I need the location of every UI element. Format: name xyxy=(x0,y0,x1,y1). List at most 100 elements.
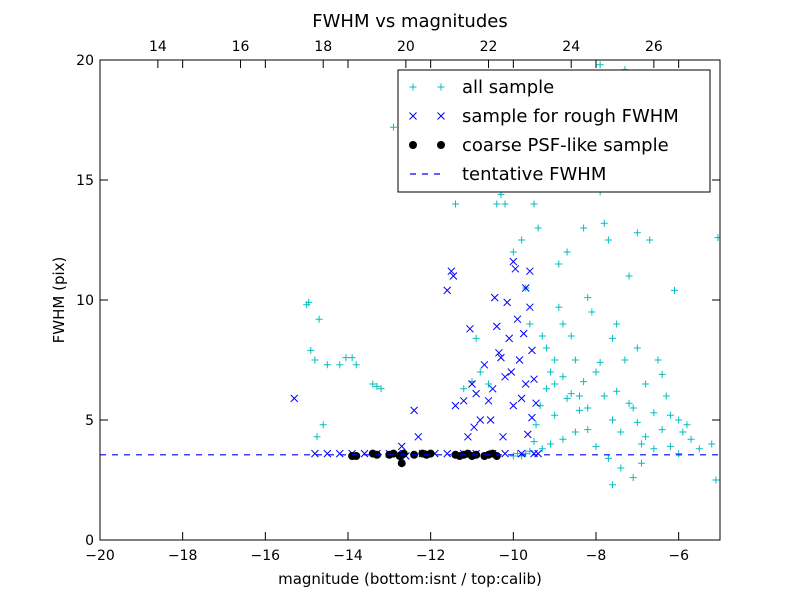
all-sample-point xyxy=(559,320,567,328)
rough-fwhm-point xyxy=(449,272,458,280)
all-sample-point xyxy=(600,219,608,227)
all-sample-point xyxy=(559,435,567,443)
series-2 xyxy=(348,449,501,468)
top-x-tick-label: 18 xyxy=(314,39,332,55)
all-sample-point xyxy=(613,387,621,395)
all-sample-point xyxy=(625,399,633,407)
rough-fwhm-point xyxy=(335,449,344,458)
all-sample-point xyxy=(563,248,571,256)
legend-label: all sample xyxy=(462,77,554,98)
all-sample-point xyxy=(629,404,637,412)
rough-fwhm-point xyxy=(464,432,472,441)
rough-fwhm-point xyxy=(534,449,542,458)
all-sample-point xyxy=(650,445,658,453)
y-tick-label: 5 xyxy=(85,413,94,429)
all-sample-point xyxy=(592,442,600,450)
rough-fwhm-point xyxy=(528,346,536,355)
psf-like-point xyxy=(397,459,406,468)
rough-fwhm-point xyxy=(503,298,511,307)
rough-fwhm-point xyxy=(532,399,540,408)
x-tick-label: −18 xyxy=(168,548,198,564)
rough-fwhm-point xyxy=(484,396,493,405)
rough-fwhm-point xyxy=(505,334,514,343)
all-sample-point xyxy=(609,334,617,342)
rough-fwhm-point xyxy=(470,423,478,432)
all-sample-point xyxy=(518,236,526,244)
rough-fwhm-point xyxy=(511,264,520,273)
rough-fwhm-point xyxy=(499,432,507,441)
x-tick-label: −6 xyxy=(668,548,689,564)
rough-fwhm-point xyxy=(495,348,503,357)
x-tick-label: −16 xyxy=(251,548,281,564)
rough-fwhm-point xyxy=(497,353,505,362)
all-sample-point xyxy=(642,380,650,388)
all-sample-point xyxy=(323,361,331,369)
all-sample-point xyxy=(621,356,629,364)
all-sample-point xyxy=(571,356,579,364)
all-sample-point xyxy=(584,426,592,434)
psf-like-point xyxy=(352,452,361,460)
x-tick-label: −20 xyxy=(85,548,115,564)
rough-fwhm-point xyxy=(443,286,452,295)
rough-fwhm-point xyxy=(480,360,489,369)
all-sample-point xyxy=(633,344,641,352)
all-sample-point xyxy=(352,361,360,369)
legend-box xyxy=(397,69,711,193)
all-sample-point xyxy=(555,260,563,268)
x-axis-label: magnitude (bottom:isnt / top:calib) xyxy=(278,570,542,588)
legend-label: coarse PSF-like sample xyxy=(462,135,669,156)
rough-fwhm-point xyxy=(517,394,526,403)
rough-fwhm-point xyxy=(509,401,518,410)
rough-fwhm-point xyxy=(476,416,485,424)
all-sample-point xyxy=(575,392,583,400)
rough-fwhm-point xyxy=(488,384,497,393)
rough-fwhm-point xyxy=(414,432,423,441)
all-sample-point xyxy=(633,418,641,426)
all-sample-point xyxy=(675,416,683,424)
all-sample-point xyxy=(617,464,625,472)
y-tick-label: 0 xyxy=(85,533,94,549)
all-sample-point xyxy=(604,454,612,462)
all-sample-point xyxy=(509,248,517,256)
all-sample-point xyxy=(526,320,534,328)
all-sample-point xyxy=(580,224,588,232)
all-sample-point xyxy=(319,421,327,429)
rough-fwhm-point xyxy=(492,322,501,331)
all-sample-point xyxy=(683,421,691,429)
rough-fwhm-point xyxy=(486,416,495,424)
rough-fwhm-point xyxy=(528,413,536,422)
all-sample-point xyxy=(592,368,600,376)
all-sample-point xyxy=(485,380,493,388)
y-axis-label: FWHM (pix) xyxy=(50,257,68,344)
all-sample-point xyxy=(609,416,617,424)
all-sample-point xyxy=(617,428,625,436)
all-sample-point xyxy=(575,406,583,414)
all-sample-point xyxy=(567,332,575,340)
all-sample-point xyxy=(609,481,617,489)
psf-like-point xyxy=(426,449,435,458)
all-sample-point xyxy=(671,286,679,294)
rough-fwhm-point xyxy=(410,406,418,415)
all-sample-point xyxy=(650,409,658,417)
legend-swatch-marker xyxy=(409,141,417,149)
rough-fwhm-point xyxy=(521,380,530,388)
rough-fwhm-point xyxy=(519,329,528,338)
all-sample-point xyxy=(695,445,703,453)
rough-fwhm-point xyxy=(447,267,456,276)
all-sample-point xyxy=(493,200,501,208)
legend-swatch-marker xyxy=(437,83,445,91)
all-sample-point xyxy=(509,452,517,460)
all-sample-point xyxy=(658,426,666,434)
top-x-tick-label: 22 xyxy=(480,39,498,55)
psf-like-point xyxy=(399,449,408,458)
psf-like-point xyxy=(389,449,398,458)
all-sample-point xyxy=(679,428,687,436)
axes: −20 −18 −16 −14 −12 −10 −8 −6 0 5 10 15 20 14 16 18 20 22… xyxy=(76,39,721,564)
legend: all sample sample for rough FWHM coarse PS… xyxy=(397,69,711,193)
all-sample-point xyxy=(666,411,674,419)
all-sample-point xyxy=(313,433,321,441)
all-sample-point xyxy=(542,344,550,352)
all-sample-point xyxy=(637,459,645,467)
x-tick-label: −14 xyxy=(333,548,363,564)
